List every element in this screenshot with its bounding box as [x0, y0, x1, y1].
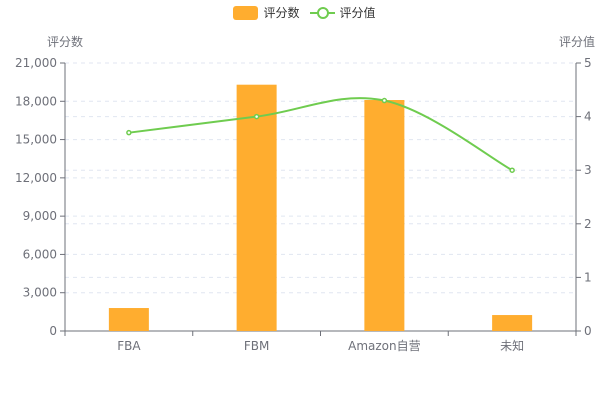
legend-label-rating-count: 评分数	[263, 6, 300, 20]
y-left-tick-label: 21,000	[15, 56, 57, 70]
line-rating-value	[128, 97, 513, 172]
point-rating-value	[126, 129, 132, 136]
x-tick-label: FBA	[117, 339, 141, 353]
legend-item-rating-value[interactable]: 评分值	[309, 4, 376, 21]
bar-rating-count	[364, 100, 405, 331]
y-left-tick-label: 15,000	[15, 133, 57, 147]
bar-rating-count	[108, 308, 149, 331]
y-left-tick-label: 9,000	[23, 209, 57, 223]
y-right-axis-title: 评分值	[559, 34, 595, 49]
point-rating-value	[253, 113, 260, 120]
y-left-tick-label: 18,000	[15, 94, 57, 108]
legend-label-rating-value: 评分值	[339, 6, 376, 20]
y-right-tick-label: 2	[584, 217, 592, 231]
y-right-tick-label: 5	[584, 56, 592, 70]
x-tick-label: 未知	[500, 339, 524, 353]
y-left-tick-label: 3,000	[23, 286, 57, 300]
y-right-tick-label: 4	[584, 110, 592, 124]
point-rating-value	[381, 97, 388, 104]
y-right-tick-label: 0	[584, 324, 592, 338]
y-left-tick-label: 12,000	[15, 171, 57, 185]
bar-rating-count	[492, 315, 533, 331]
legend-swatch-line	[309, 6, 335, 20]
chart-legend: 评分数 评分值	[0, 4, 609, 21]
y-left-axis-title: 评分数	[47, 34, 83, 49]
x-tick-label: Amazon自营	[348, 339, 421, 353]
y-right-tick-label: 1	[584, 270, 592, 284]
y-left-tick-label: 6,000	[23, 247, 57, 261]
bar-rating-count	[236, 84, 277, 331]
y-left-tick-label: 0	[49, 324, 57, 338]
point-rating-value	[509, 167, 515, 173]
x-tick-label: FBM	[244, 339, 270, 353]
legend-swatch-bar	[233, 5, 259, 20]
y-right-tick-label: 3	[584, 163, 592, 177]
legend-item-rating-count[interactable]: 评分数	[233, 4, 300, 21]
